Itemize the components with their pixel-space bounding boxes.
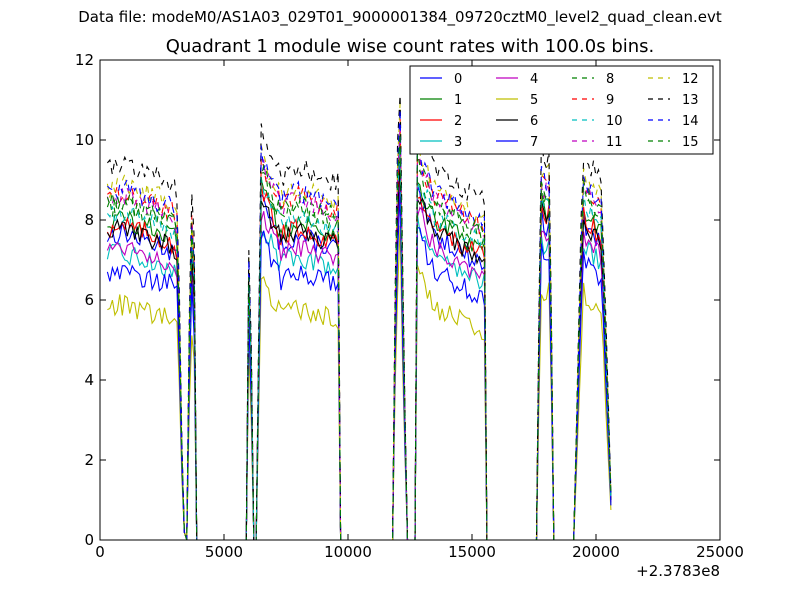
legend-label-8: 8 [606, 72, 614, 87]
series-line-12 [106, 102, 612, 541]
x-tick-label: 0 [95, 543, 105, 561]
legend-label-12: 12 [682, 72, 699, 87]
legend-label-7: 7 [530, 135, 538, 150]
x-tick-label: 25000 [696, 543, 744, 561]
legend-label-10: 10 [606, 114, 623, 129]
figure-supertitle: Data file: modeM0/AS1A03_029T01_90000013… [78, 8, 722, 26]
legend-label-5: 5 [530, 93, 538, 108]
series-lines [106, 94, 612, 541]
legend-label-6: 6 [530, 114, 538, 129]
legend-label-15: 15 [682, 135, 699, 150]
y-tick-label: 10 [75, 131, 94, 149]
legend-label-3: 3 [454, 135, 462, 150]
series-line-13 [106, 94, 612, 541]
y-tick-label: 8 [84, 211, 94, 229]
legend-label-2: 2 [454, 114, 462, 129]
legend-label-14: 14 [682, 114, 699, 129]
x-tick-label: 20000 [572, 543, 620, 561]
legend-label-0: 0 [454, 72, 462, 87]
series-line-15 [106, 133, 612, 541]
y-tick-label: 4 [84, 371, 94, 389]
x-offset-label: +2.3783e8 [636, 562, 720, 580]
legend-label-4: 4 [530, 72, 538, 87]
legend-label-9: 9 [606, 93, 614, 108]
y-tick-label: 6 [84, 291, 94, 309]
y-tick-label: 12 [75, 51, 94, 69]
legend-box [409, 65, 714, 155]
x-tick-label: 15000 [448, 543, 496, 561]
chart-title: Quadrant 1 module wise count rates with … [165, 36, 655, 57]
legend-label-1: 1 [454, 93, 462, 108]
legend-label-11: 11 [606, 135, 623, 150]
legend-label-13: 13 [682, 93, 699, 108]
y-tick-label: 2 [84, 451, 94, 469]
y-tick-label: 0 [84, 531, 94, 549]
x-tick-label: 5000 [205, 543, 243, 561]
x-tick-label: 10000 [324, 543, 372, 561]
